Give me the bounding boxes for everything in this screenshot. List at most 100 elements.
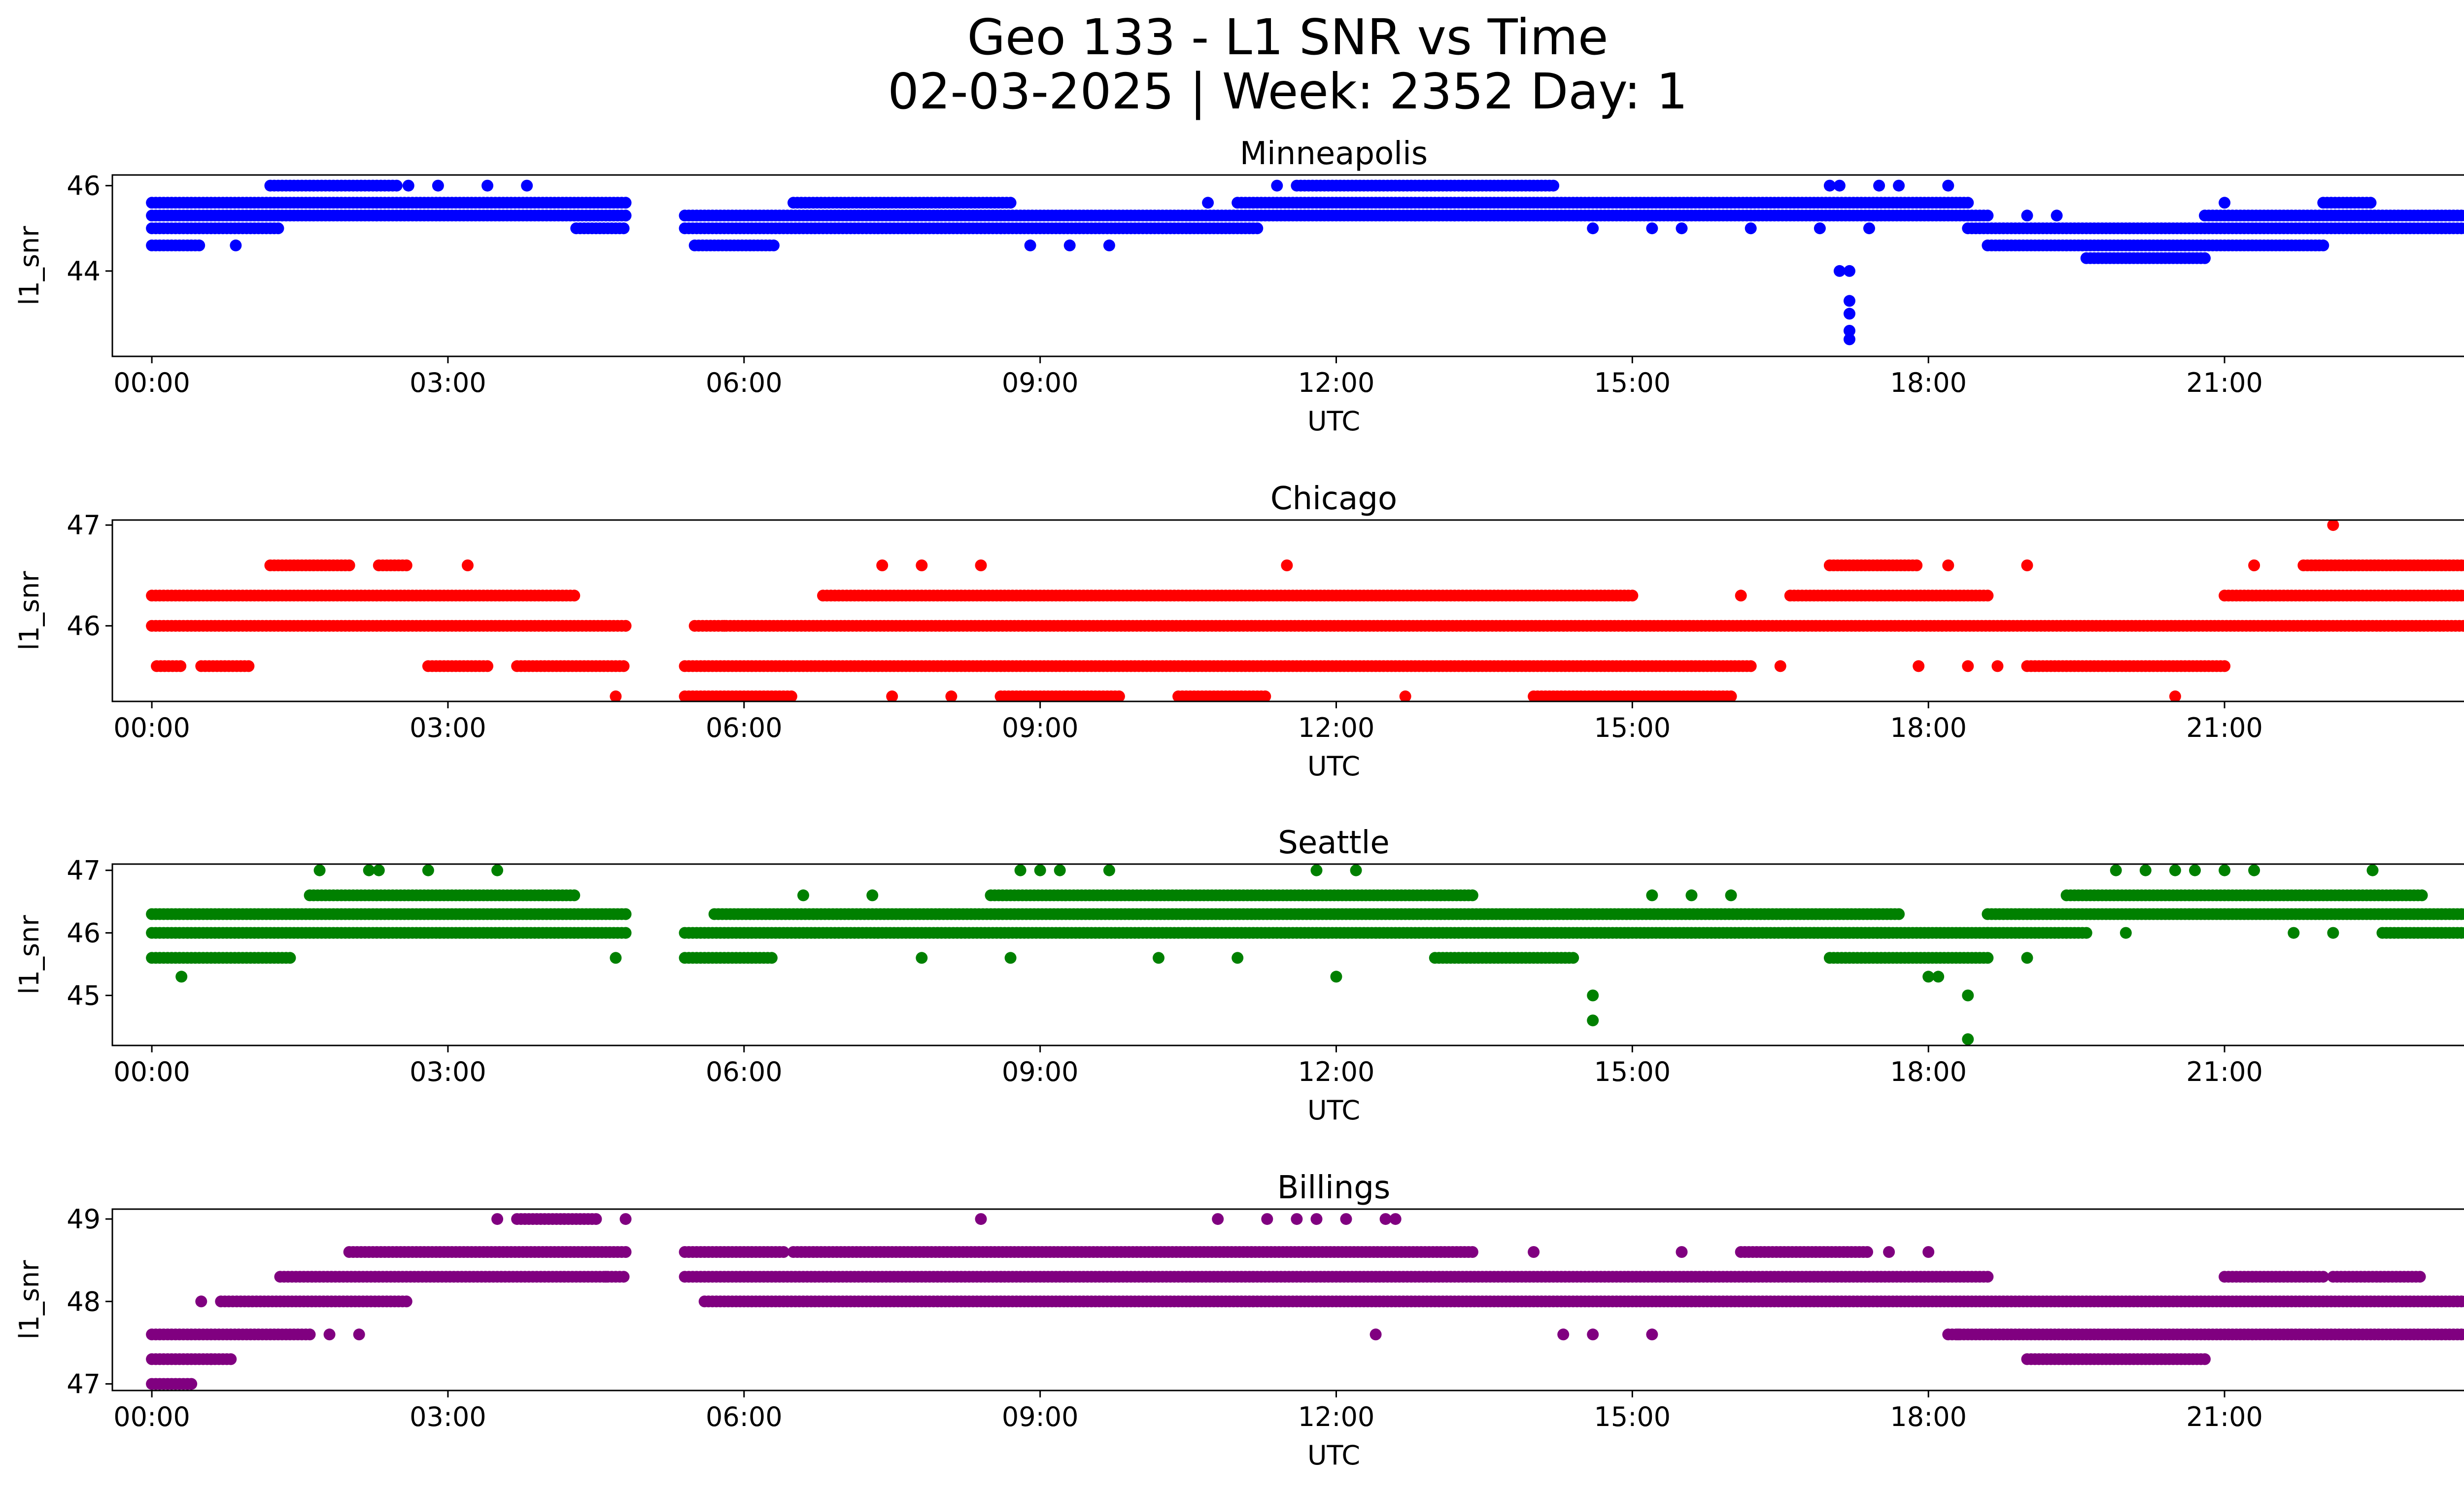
chicago-title: Chicago (1270, 481, 1397, 517)
minneapolis-ytick-label: 46 (67, 171, 101, 202)
seattle-point (1014, 864, 1027, 876)
seattle-point (916, 952, 928, 964)
seattle-point (1466, 889, 1478, 902)
seattle-series (146, 864, 2464, 1045)
minneapolis-point (402, 179, 414, 192)
seattle-point (1103, 864, 1115, 876)
seattle-point (1962, 989, 1974, 1002)
chicago-point (1913, 660, 1925, 672)
seattle-point (284, 952, 296, 964)
minneapolis-point (1844, 325, 1855, 337)
seattle-point (619, 908, 632, 920)
minneapolis-point (521, 179, 533, 192)
minneapolis-point (619, 197, 632, 209)
chicago-point (1626, 590, 1639, 602)
minneapolis-point (1646, 222, 1658, 235)
minneapolis-point (2199, 252, 2211, 264)
seattle-point (1232, 952, 1244, 964)
minneapolis-point (2317, 239, 2329, 251)
billings-series (146, 1213, 2464, 1390)
seattle-point (1932, 971, 1945, 983)
chicago-point (343, 559, 355, 571)
minneapolis-point (1962, 197, 1974, 209)
minneapolis-point (1823, 179, 1836, 192)
minneapolis-point (2179, 239, 2191, 251)
minneapolis-series (146, 179, 2464, 346)
chicago-point (1982, 590, 1994, 602)
minneapolis-ylabel: l1_snr (14, 226, 45, 306)
minneapolis-point (432, 179, 444, 192)
chicago-axes-frame (111, 519, 2464, 702)
seattle-point (2219, 864, 2231, 876)
minneapolis-point (1448, 209, 1461, 222)
seattle-point (2416, 889, 2428, 902)
chicago-panel: 00:00 03:00 06:00 09:00 12:00 15:00 18:00 21:00… (14, 481, 2464, 782)
seattle-point (1034, 864, 1046, 876)
minneapolis-point (767, 239, 780, 251)
figure-subtitle: 02-03-2025 | Week: 2352 Day: 1 (888, 63, 1688, 120)
chicago-point (610, 690, 622, 701)
minneapolis-xtick-label: 21:00 (2186, 367, 2263, 398)
seattle-ytick-label: 46 (67, 918, 101, 949)
minneapolis-point (1409, 209, 1421, 222)
chicago-ylabel: l1_snr (14, 571, 45, 651)
seattle-xtick-label: 03:00 (410, 1056, 486, 1087)
seattle-point (1646, 889, 1658, 902)
chicago-point (916, 559, 928, 571)
chicago-point (2021, 559, 2033, 571)
minneapolis-xtick-label: 09:00 (1002, 367, 1079, 398)
seattle-point (363, 864, 375, 876)
seattle-xtick-label: 18:00 (1890, 1056, 1967, 1087)
minneapolis-point (1844, 333, 1855, 346)
chicago-point (1942, 559, 1954, 571)
chicago-point (2327, 520, 2339, 531)
figure-title: Geo 133 - L1 SNR vs Time (967, 8, 1608, 66)
seattle-title: Seattle (1278, 825, 1390, 861)
seattle-point (1153, 952, 1164, 964)
seattle-point (313, 864, 326, 876)
chicago-point (568, 590, 581, 602)
seattle-point (1054, 864, 1066, 876)
minneapolis-point (1251, 222, 1264, 235)
chicago-point (617, 660, 630, 672)
minneapolis-xtick-label: 03:00 (410, 367, 486, 398)
minneapolis-title: Minneapolis (1240, 136, 1428, 172)
chicago-point (1991, 660, 2004, 672)
minneapolis-point (1547, 179, 1560, 192)
minneapolis-point (619, 209, 632, 222)
chicago-point (1911, 559, 1923, 571)
minneapolis-point (1676, 222, 1688, 235)
minneapolis-xlabel: UTC (1307, 406, 1360, 437)
chicago-point (2248, 559, 2260, 571)
chicago-xtick-label: 18:00 (1890, 712, 1967, 743)
seattle-point (491, 864, 504, 876)
minneapolis-point (2364, 197, 2377, 209)
seattle-xtick-label: 00:00 (113, 1056, 190, 1087)
seattle-xtick-label: 06:00 (706, 1056, 783, 1087)
minneapolis-point (1893, 179, 1905, 192)
chicago-point (1399, 690, 1411, 701)
seattle-point (2080, 927, 2092, 939)
seattle-point (1350, 864, 1362, 876)
chicago-xtick-label: 06:00 (706, 712, 783, 743)
chicago-point (481, 660, 494, 672)
minneapolis-point (1942, 179, 1954, 192)
seattle-point (1725, 889, 1737, 902)
seattle-ytick-label: 47 (67, 855, 101, 886)
seattle-point (1310, 864, 1323, 876)
minneapolis-xtick-label: 15:00 (1594, 367, 1671, 398)
chicago-point (2169, 690, 2181, 701)
minneapolis-axes-frame (111, 174, 2464, 357)
chicago-point (2219, 660, 2231, 672)
chicago-point (1259, 690, 1271, 701)
chicago-point (1745, 660, 1757, 672)
minneapolis-xtick-label: 00:00 (113, 367, 190, 398)
seattle-ylabel: l1_snr (14, 915, 45, 995)
seattle-point (866, 889, 879, 902)
minneapolis-point (1103, 239, 1115, 251)
seattle-point (765, 952, 778, 964)
chicago-xtick-label: 03:00 (410, 712, 486, 743)
chicago-xtick-label: 15:00 (1594, 712, 1671, 743)
chicago-point (1281, 559, 1293, 571)
